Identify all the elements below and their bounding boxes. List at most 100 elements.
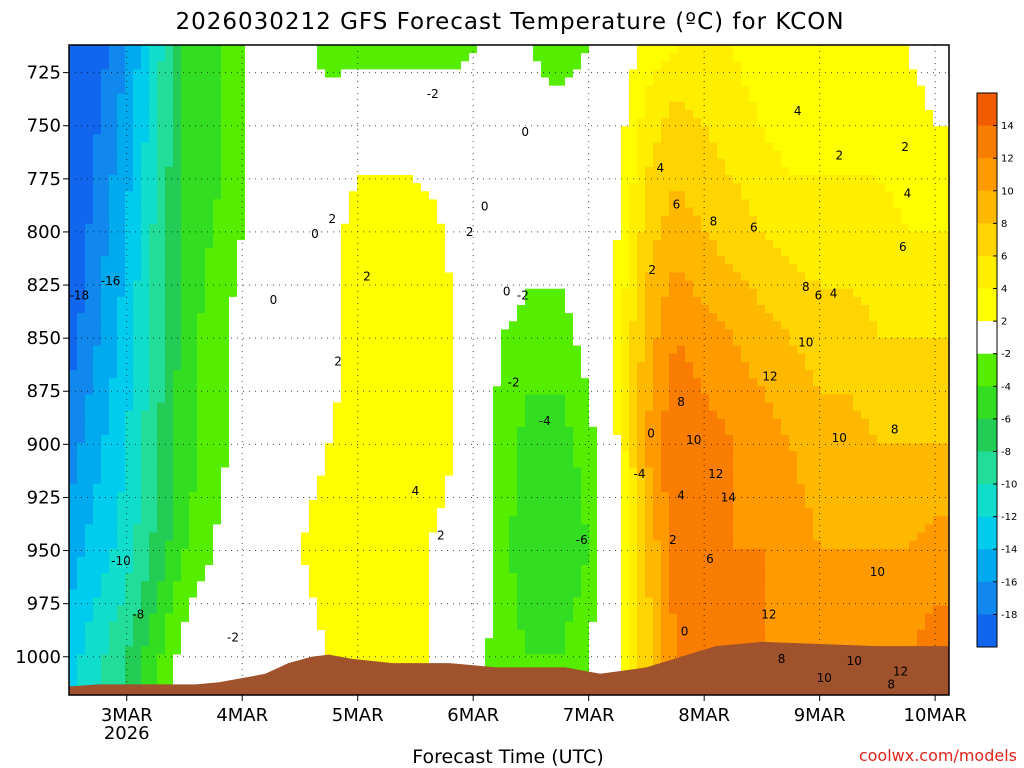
field-cell [325, 183, 334, 192]
field-cell [261, 370, 270, 379]
field-cell [341, 158, 350, 168]
field-cell [869, 264, 878, 274]
field-cell [605, 207, 614, 217]
field-cell [781, 240, 790, 249]
field-cell [669, 231, 678, 241]
field-cell [309, 207, 318, 217]
field-cell [149, 101, 158, 111]
field-cell [901, 361, 910, 371]
field-cell [885, 402, 894, 412]
field-cell [757, 93, 766, 103]
field-cell [165, 191, 174, 200]
field-cell [701, 256, 710, 265]
field-cell [461, 166, 470, 176]
field-cell [141, 386, 150, 395]
field-cell [893, 337, 902, 347]
field-cell [565, 394, 574, 404]
field-cell [461, 386, 470, 395]
field-cell [149, 313, 158, 322]
field-cell [525, 296, 534, 306]
field-cell [405, 280, 414, 290]
field-cell [525, 280, 534, 290]
field-cell [413, 45, 422, 54]
field-cell [477, 45, 486, 54]
field-cell [485, 223, 494, 233]
field-cell [309, 61, 318, 70]
field-cell [157, 150, 166, 160]
field-cell [501, 158, 510, 168]
field-cell [85, 199, 94, 209]
field-cell [837, 272, 846, 282]
field-cell [221, 150, 230, 160]
field-cell [773, 134, 782, 144]
field-cell [469, 150, 478, 160]
field-cell [693, 256, 702, 265]
field-cell [269, 296, 278, 306]
field-cell [237, 199, 246, 209]
field-cell [637, 305, 646, 314]
field-cell [69, 402, 78, 412]
field-cell [85, 272, 94, 282]
field-cell [637, 313, 646, 322]
field-cell [109, 199, 118, 209]
field-cell [669, 280, 678, 290]
field-cell [517, 272, 526, 282]
field-cell [221, 410, 230, 420]
field-cell [885, 93, 894, 103]
field-cell [509, 126, 518, 135]
field-cell [317, 175, 326, 184]
field-cell [813, 386, 822, 395]
field-cell [829, 288, 838, 298]
field-cell [637, 264, 646, 274]
field-cell [205, 296, 214, 306]
field-cell [725, 142, 734, 152]
field-cell [101, 240, 110, 249]
field-cell [717, 110, 726, 119]
field-cell [509, 53, 518, 62]
field-cell [109, 101, 118, 111]
field-cell [405, 101, 414, 111]
field-cell [797, 329, 806, 339]
field-cell [805, 45, 814, 54]
field-cell [565, 321, 574, 330]
field-cell [325, 402, 334, 412]
field-cell [205, 215, 214, 225]
field-cell [165, 101, 174, 111]
field-cell [413, 345, 422, 355]
field-cell [533, 394, 542, 404]
field-cell [101, 134, 110, 144]
field-cell [365, 361, 374, 371]
field-cell [285, 215, 294, 225]
field-cell [613, 353, 622, 363]
field-cell [829, 45, 838, 54]
field-cell [357, 207, 366, 217]
field-cell [125, 272, 134, 282]
field-cell [429, 378, 438, 387]
field-cell [797, 264, 806, 274]
field-cell [181, 313, 190, 322]
field-cell [741, 101, 750, 111]
field-cell [501, 337, 510, 347]
field-cell [877, 134, 886, 144]
field-cell [549, 175, 558, 184]
field-cell [325, 191, 334, 200]
field-cell [285, 231, 294, 241]
field-cell [157, 313, 166, 322]
field-cell [453, 256, 462, 265]
field-cell [709, 370, 718, 379]
field-cell [69, 207, 78, 217]
field-cell [261, 329, 270, 339]
field-cell [565, 296, 574, 306]
field-cell [109, 386, 118, 395]
field-cell [757, 329, 766, 339]
field-cell [469, 272, 478, 282]
field-cell [557, 329, 566, 339]
field-cell [117, 85, 126, 95]
field-cell [509, 386, 518, 395]
field-cell [213, 288, 222, 298]
field-cell [661, 394, 670, 404]
field-cell [693, 402, 702, 412]
field-cell [245, 175, 254, 184]
field-cell [717, 223, 726, 233]
field-cell [501, 240, 510, 249]
